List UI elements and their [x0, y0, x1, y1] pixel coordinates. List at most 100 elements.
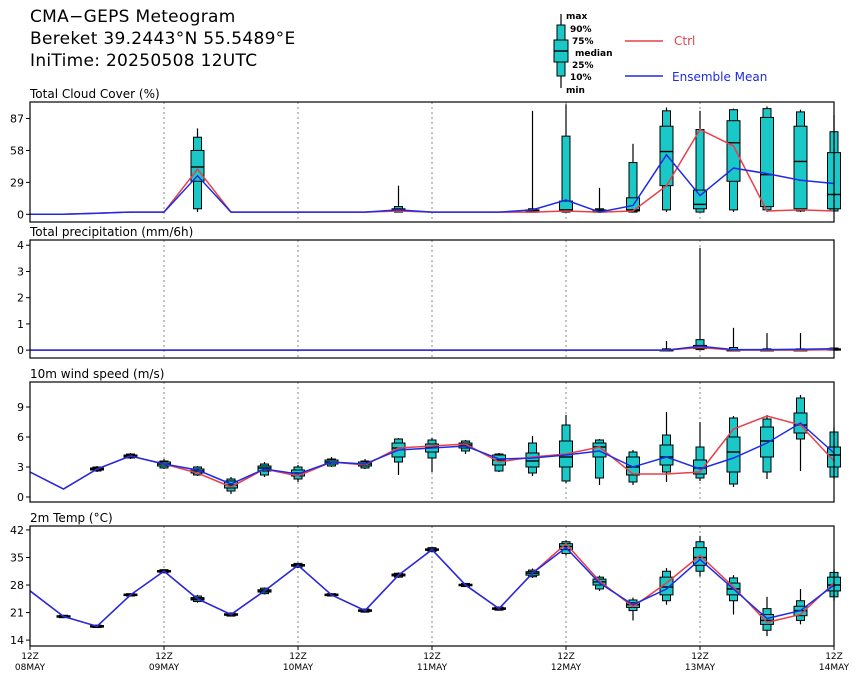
box-inner [793, 125, 808, 210]
box-plot [391, 438, 406, 475]
box-plot [592, 187, 607, 213]
x-tick-label-date: 13MAY [685, 663, 716, 673]
box-plot [793, 395, 808, 471]
box-plot [760, 415, 774, 479]
box-inner [726, 436, 741, 473]
mean-line [29, 546, 835, 628]
y-tick-label: 0 [17, 208, 24, 221]
x-tick-label-hour: 12Z [423, 652, 441, 662]
legend-label-min: min [566, 86, 585, 96]
x-tick-label-hour: 12Z [155, 652, 173, 662]
box-plot [559, 104, 573, 213]
panel-frame [29, 239, 835, 359]
y-tick-label: 1 [17, 318, 24, 331]
box-plot [726, 108, 741, 213]
x-tick-label-date: 08MAY [15, 663, 46, 673]
box-plot [793, 333, 808, 352]
y-tick-label: 58 [10, 144, 24, 157]
station-location: Bereket 39.2443°N 55.5489°E [30, 29, 296, 49]
x-tick-label-hour: 12Z [21, 652, 39, 662]
box-plot [659, 412, 674, 482]
box-outer [595, 439, 604, 479]
box-plot [626, 143, 640, 213]
panel-title: Total Cloud Cover (%) [29, 87, 160, 101]
header: CMA−GEPS Meteogram Bereket 39.2443°N 55.… [30, 6, 296, 72]
box-plot [693, 110, 707, 213]
y-tick-label: 35 [10, 551, 24, 564]
legend-ctrl-label: Ctrl [674, 34, 695, 48]
box-inner [693, 189, 707, 210]
box-plot [592, 439, 607, 485]
y-tick-label: 29 [10, 176, 24, 189]
legend-label-p25: 25% [572, 61, 594, 71]
legend-label-p10: 10% [570, 73, 592, 83]
legend: max 90% 75% median 25% 10% min Ctrl Ense… [553, 12, 767, 96]
legend-label-p90: 90% [570, 25, 592, 35]
chart-title: CMA−GEPS Meteogram [30, 7, 236, 27]
mean-line [30, 153, 835, 216]
box-inner [760, 426, 774, 458]
box-plot [391, 185, 406, 213]
y-tick-label: 0 [17, 491, 24, 504]
y-tick-label: 6 [17, 431, 24, 444]
box-inner [760, 116, 774, 208]
box-plot [726, 327, 741, 352]
y-tick-label: 28 [10, 579, 24, 592]
box-plot [559, 415, 573, 483]
legend-label-max: max [566, 12, 587, 22]
x-tick-label-date: 14MAY [819, 663, 850, 673]
box-plot [425, 438, 439, 472]
x-tick-label-date: 09MAY [149, 663, 180, 673]
box-outer [561, 135, 571, 213]
x-tick-label-hour: 12Z [825, 652, 843, 662]
y-tick-label: 0 [17, 344, 24, 357]
box-plot [726, 416, 741, 487]
box-plot [793, 109, 808, 213]
panel-0: Total Cloud Cover (%) 0 29 58 87 [10, 87, 841, 223]
box-plot [760, 333, 774, 352]
panel-title: 2m Temp (°C) [30, 511, 113, 525]
x-tick-label-hour: 12Z [289, 652, 307, 662]
panel-title: Total precipitation (mm/6h) [29, 225, 193, 239]
x-tick-label-hour: 12Z [691, 652, 709, 662]
y-tick-label: 87 [10, 113, 24, 126]
box-outer [628, 162, 638, 213]
y-tick-label: 3 [17, 265, 24, 278]
time-axis: 12Z08MAY12Z09MAY12Z10MAY12Z11MAY12Z12MAY… [15, 646, 850, 673]
y-tick-label: 14 [10, 634, 24, 647]
panel-title: 10m wind speed (m/s) [30, 367, 164, 381]
panel-frame [29, 101, 835, 223]
y-tick-label: 2 [17, 292, 24, 305]
x-tick-label-date: 10MAY [283, 663, 314, 673]
box-plot [760, 596, 774, 637]
panel-2: 10m wind speed (m/s) 0 3 6 9 [17, 367, 841, 504]
panel-3: 2m Temp (°C) 14 21 28 35 42 [10, 511, 841, 647]
mean-line [30, 345, 835, 351]
panel-1: Total precipitation (mm/6h) 0 1 2 3 4 [17, 225, 841, 359]
x-tick-label-date: 11MAY [417, 663, 448, 673]
box-outer [695, 339, 705, 351]
box-plot [726, 575, 741, 615]
box-plot [760, 106, 774, 213]
init-time: IniTime: 20250508 12UTC [30, 51, 258, 71]
box-inner [760, 614, 774, 625]
panel-frame [29, 381, 835, 503]
legend-label-median: median [575, 49, 613, 59]
box-plot [525, 110, 540, 213]
y-tick-label: 42 [10, 524, 24, 537]
y-tick-label: 21 [10, 607, 24, 620]
box-inner [525, 452, 540, 468]
mean-line [29, 422, 835, 490]
x-tick-label-date: 12MAY [551, 663, 582, 673]
box-plot [693, 247, 707, 351]
box-inner [659, 444, 674, 466]
box-inner [726, 120, 741, 182]
y-tick-label: 4 [17, 239, 24, 252]
legend-mean-label: Ensemble Mean [672, 70, 767, 84]
legend-label-p75: 75% [572, 37, 594, 47]
y-tick-label: 9 [17, 401, 24, 414]
y-tick-label: 3 [17, 461, 24, 474]
x-tick-label-hour: 12Z [557, 652, 575, 662]
